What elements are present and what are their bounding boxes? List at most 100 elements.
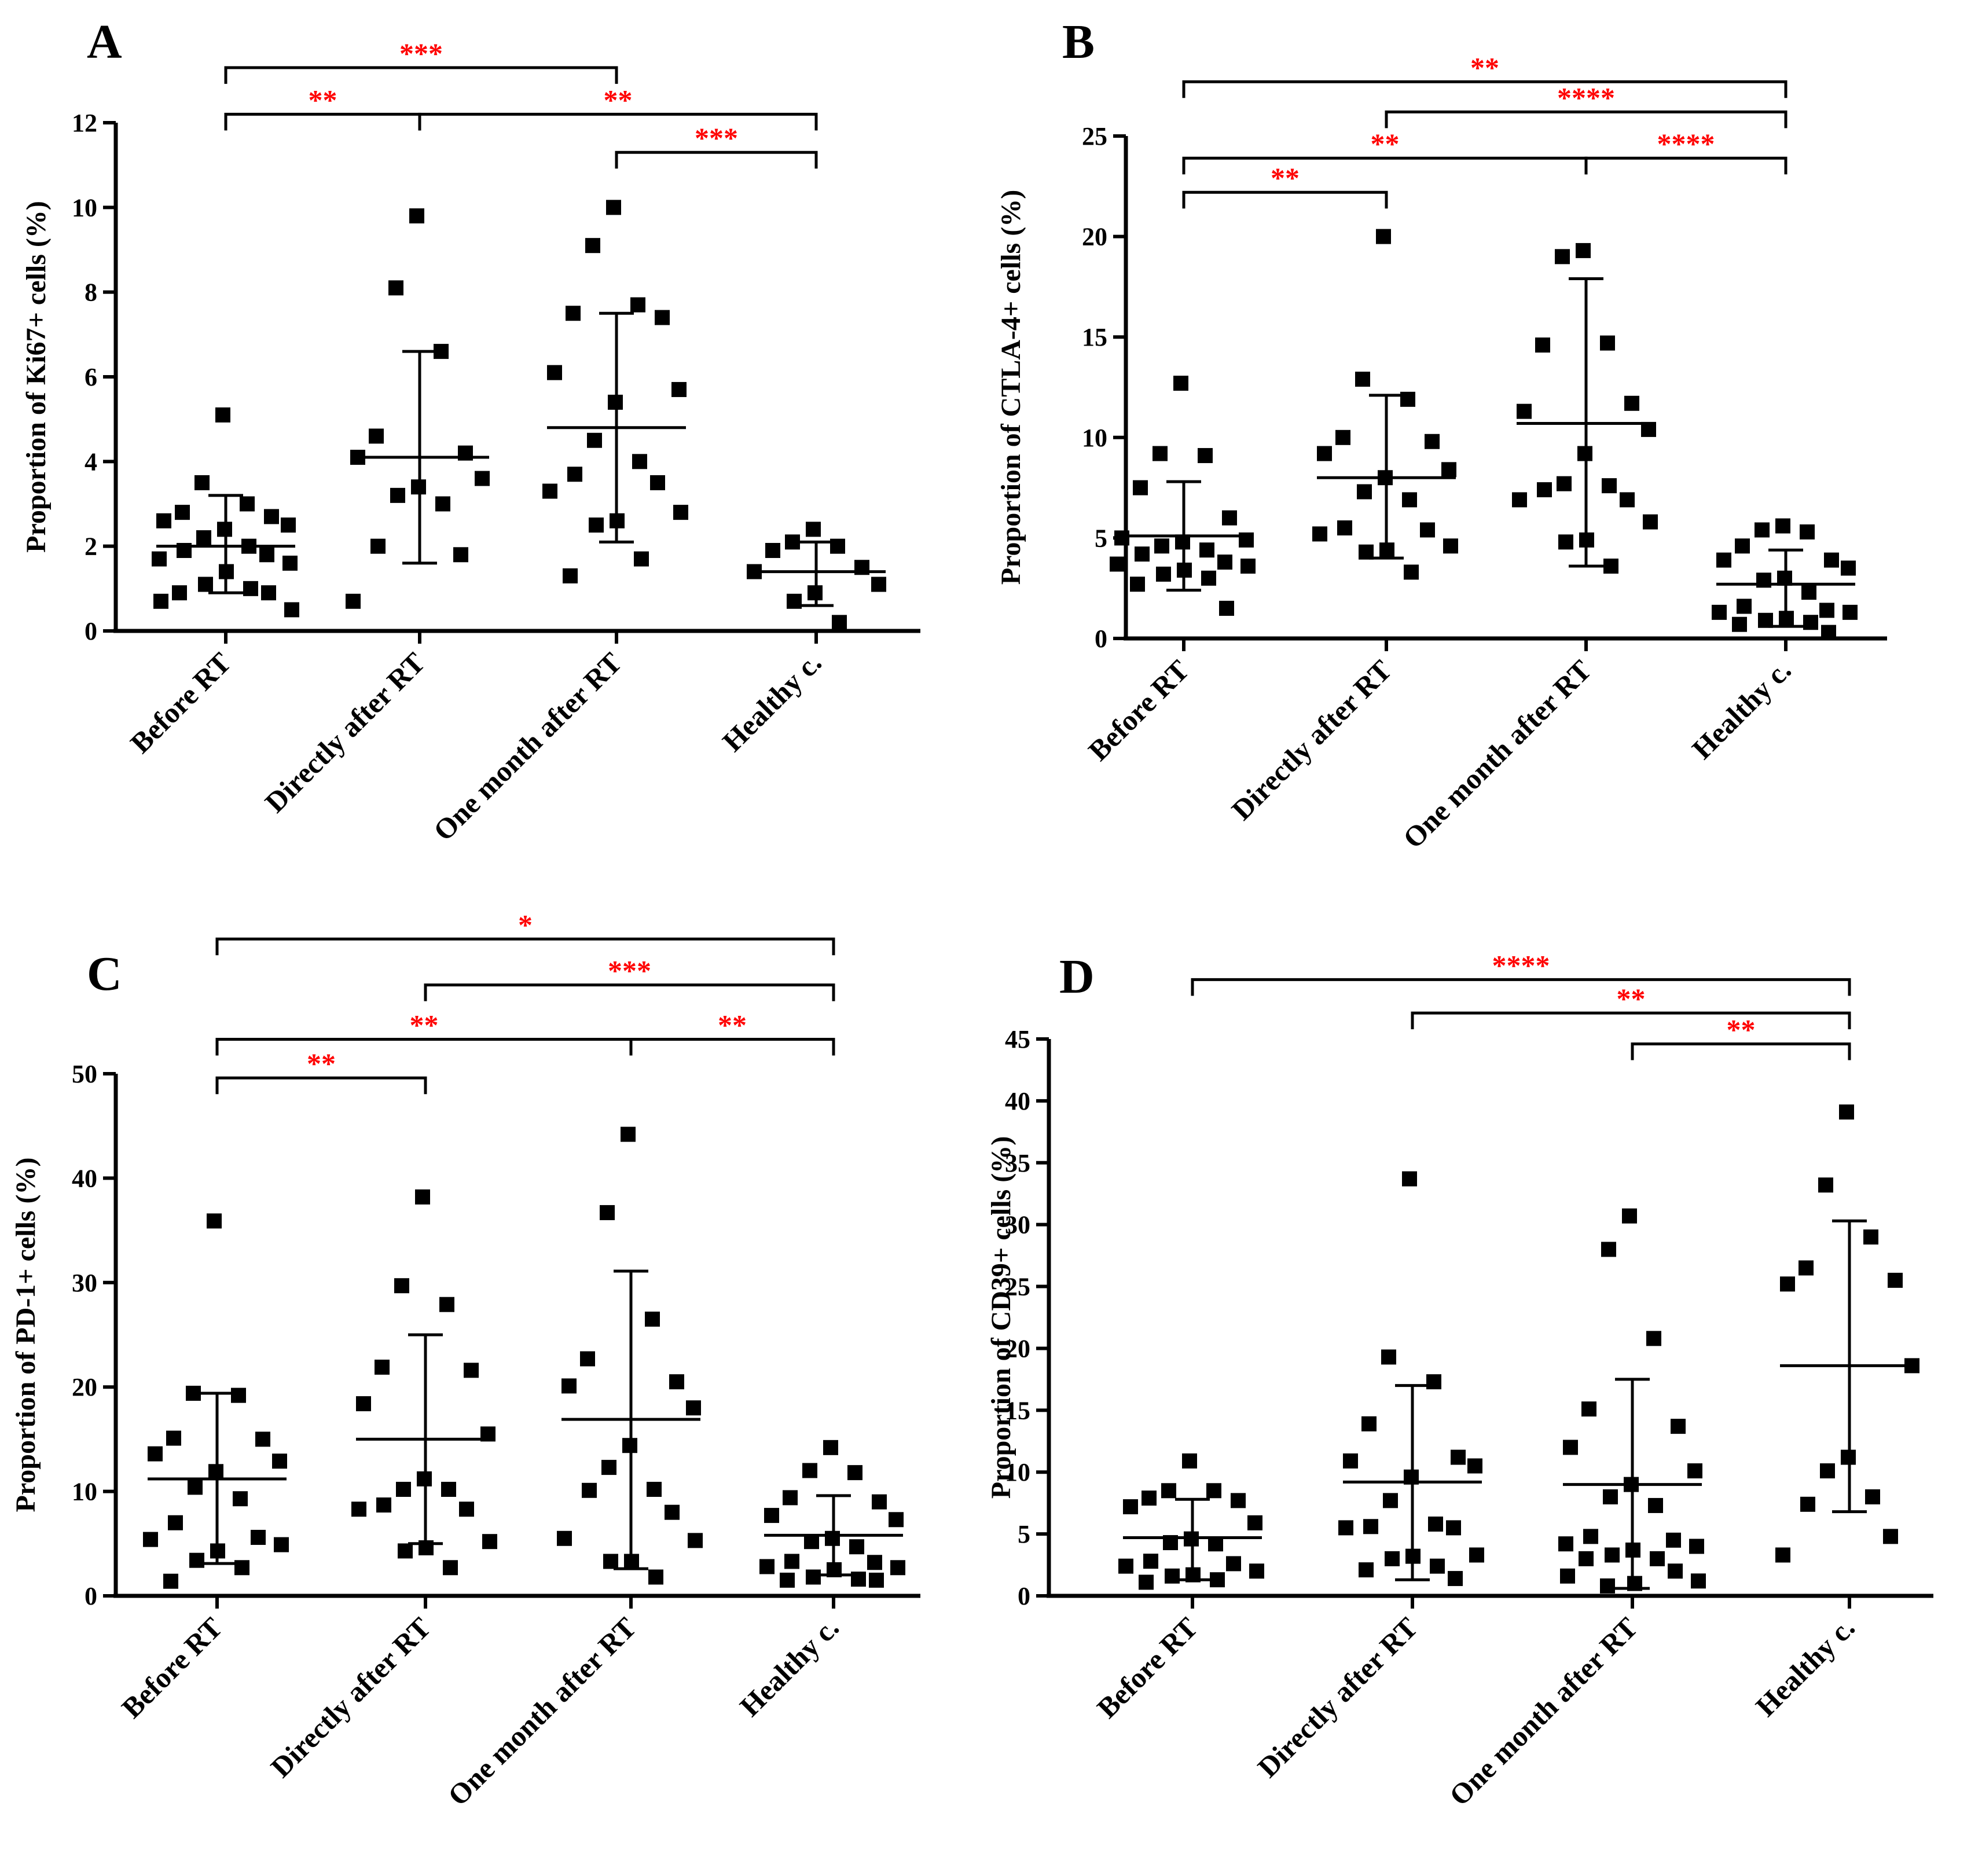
data-point bbox=[1603, 1489, 1618, 1504]
data-point bbox=[1517, 403, 1532, 419]
data-point bbox=[1601, 1242, 1616, 1257]
data-point bbox=[1451, 1449, 1466, 1465]
category-label: Before RT bbox=[124, 646, 237, 759]
data-point bbox=[152, 551, 167, 567]
data-point bbox=[215, 407, 230, 423]
data-point bbox=[1161, 1483, 1176, 1499]
data-point bbox=[1687, 1463, 1702, 1479]
data-point bbox=[1226, 1556, 1241, 1572]
data-point bbox=[1402, 1171, 1417, 1187]
significance-bracket: *** bbox=[615, 122, 818, 169]
data-point bbox=[587, 432, 602, 448]
data-point bbox=[1153, 446, 1168, 461]
data-point bbox=[163, 1573, 178, 1589]
data-point bbox=[603, 1554, 618, 1569]
data-point bbox=[1135, 546, 1150, 562]
panel-d: D 0 5 10 15 20 25 30 35 40 45 Before RT Directly aft… bbox=[986, 949, 1933, 1812]
data-point bbox=[459, 1501, 474, 1517]
significance-label: * bbox=[518, 908, 533, 941]
bracket-line bbox=[418, 112, 818, 131]
data-point bbox=[168, 1515, 183, 1530]
data-point bbox=[1842, 604, 1858, 620]
data-point bbox=[648, 1569, 663, 1585]
significance-label: ** bbox=[1617, 982, 1646, 1015]
data-point bbox=[1154, 538, 1169, 554]
data-point bbox=[156, 513, 171, 528]
data-point bbox=[566, 306, 581, 321]
data-point bbox=[1558, 1536, 1573, 1552]
data-point bbox=[394, 1278, 409, 1294]
data-point bbox=[1173, 376, 1188, 391]
y-tick-label: 45 bbox=[1005, 1025, 1030, 1053]
data-point bbox=[1643, 514, 1658, 530]
data-point bbox=[621, 1126, 636, 1142]
data-point bbox=[196, 530, 211, 546]
y-tick-label: 0 bbox=[85, 617, 97, 645]
data-point bbox=[847, 1465, 862, 1481]
data-point bbox=[1143, 1554, 1158, 1569]
series-group bbox=[1110, 376, 1256, 616]
data-point bbox=[869, 1572, 884, 1588]
data-point bbox=[1359, 1562, 1374, 1578]
data-point bbox=[1361, 1416, 1377, 1431]
data-point bbox=[671, 381, 687, 397]
data-point bbox=[370, 538, 386, 554]
series-group bbox=[1712, 518, 1858, 640]
data-point bbox=[1668, 1563, 1683, 1579]
data-point bbox=[1130, 577, 1145, 592]
data-point bbox=[234, 1560, 249, 1576]
data-point bbox=[264, 509, 279, 524]
data-point bbox=[780, 1572, 795, 1588]
y-tick-label: 35 bbox=[1005, 1149, 1030, 1177]
significance-label: **** bbox=[1492, 949, 1550, 981]
data-point bbox=[1557, 476, 1572, 491]
data-point bbox=[1337, 520, 1352, 536]
data-point bbox=[1355, 372, 1370, 387]
data-point bbox=[832, 615, 847, 630]
y-tick-label: 0 bbox=[85, 1582, 97, 1610]
data-point bbox=[175, 505, 190, 520]
panel-letter: C bbox=[87, 947, 122, 1001]
series-group bbox=[542, 200, 688, 583]
y-tick-label: 25 bbox=[1005, 1273, 1030, 1301]
data-point bbox=[1602, 478, 1617, 494]
data-point bbox=[1118, 1558, 1133, 1574]
significance-label: ** bbox=[410, 1008, 439, 1041]
significance-bracket: ** bbox=[1182, 127, 1588, 175]
data-point bbox=[1863, 1229, 1878, 1245]
significance-bracket: ** bbox=[224, 83, 421, 131]
data-point bbox=[1801, 585, 1816, 600]
significance-label: *** bbox=[608, 954, 651, 987]
data-point bbox=[580, 1351, 595, 1367]
significance-label: ** bbox=[718, 1008, 747, 1041]
significance-bracket: ** bbox=[1182, 161, 1388, 209]
data-point bbox=[284, 602, 299, 618]
data-point bbox=[890, 1560, 905, 1576]
data-point bbox=[765, 542, 780, 558]
data-point bbox=[1383, 1493, 1398, 1508]
data-point bbox=[207, 1213, 222, 1229]
data-point bbox=[1600, 1578, 1615, 1594]
data-point bbox=[1404, 564, 1419, 580]
series-group bbox=[1312, 229, 1458, 580]
panel-letter: D bbox=[1059, 950, 1095, 1004]
data-point bbox=[1312, 526, 1327, 542]
data-point bbox=[1428, 1517, 1443, 1532]
data-point bbox=[589, 517, 604, 533]
y-tick-label: 10 bbox=[1082, 424, 1107, 452]
data-point bbox=[1535, 337, 1550, 353]
data-point bbox=[1819, 603, 1834, 618]
data-point bbox=[1560, 1568, 1575, 1584]
y-tick-label: 12 bbox=[72, 109, 97, 137]
data-point bbox=[390, 487, 405, 503]
data-point bbox=[166, 1430, 181, 1446]
bracket-line bbox=[215, 937, 835, 956]
y-tick-label: 50 bbox=[72, 1060, 97, 1088]
data-point bbox=[415, 1189, 430, 1205]
series-group bbox=[1775, 1104, 1919, 1563]
series-group bbox=[1338, 1171, 1484, 1587]
data-point bbox=[1425, 434, 1440, 449]
bracket-line bbox=[215, 1037, 633, 1056]
data-point bbox=[1646, 1331, 1661, 1346]
data-point bbox=[281, 517, 296, 533]
